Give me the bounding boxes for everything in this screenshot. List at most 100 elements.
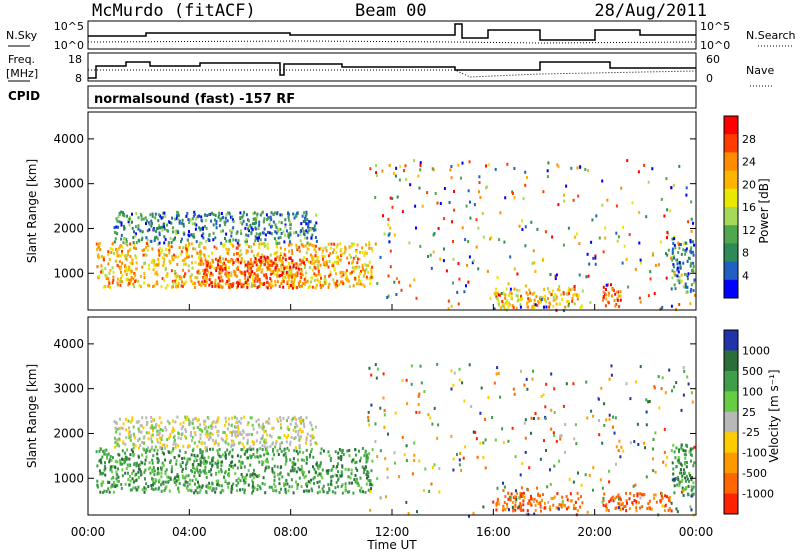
range-cell [580, 495, 582, 499]
range-cell [205, 260, 208, 264]
range-cell [463, 399, 466, 403]
range-cell [127, 478, 130, 482]
range-cell [518, 289, 521, 293]
range-cell [263, 441, 266, 445]
range-cell [252, 447, 255, 451]
range-cell [343, 251, 346, 255]
range-cell [203, 419, 206, 423]
range-cell [692, 464, 695, 468]
range-cell [389, 226, 392, 230]
range-cell [564, 423, 567, 426]
range-cell [144, 253, 147, 257]
range-cell [367, 488, 370, 492]
range-cell [171, 419, 174, 423]
range-cell [166, 438, 169, 441]
range-cell [214, 213, 217, 217]
colorbar-swatch [724, 370, 738, 392]
range-cell [249, 261, 252, 265]
range-cell [203, 456, 206, 460]
range-cell [676, 510, 679, 514]
range-cell [284, 452, 287, 455]
range-cell [106, 453, 109, 457]
range-cell [521, 492, 524, 496]
range-cell [138, 283, 141, 287]
range-cell [313, 467, 316, 471]
range-cell [664, 503, 667, 507]
range-cell [539, 300, 542, 304]
range-cell [214, 282, 217, 286]
range-cell [153, 426, 156, 430]
range-cell [246, 439, 249, 443]
range-cell [664, 494, 667, 498]
range-cell [108, 458, 111, 462]
range-cell [215, 419, 218, 423]
range-cell [283, 253, 286, 256]
range-cell [202, 276, 205, 280]
range-cell [194, 217, 197, 221]
range-cell [376, 282, 379, 285]
range-cell [224, 257, 227, 261]
range-cell [344, 467, 347, 471]
range-cell [602, 285, 605, 289]
range-cell [682, 393, 685, 397]
range-cell [664, 463, 667, 467]
range-cell [320, 447, 323, 451]
range-cell [281, 261, 284, 265]
range-cell [235, 417, 238, 421]
range-cell [359, 250, 362, 254]
range-cell [575, 232, 578, 236]
range-cell [258, 425, 261, 429]
range-cell [284, 247, 286, 251]
range-cell [684, 282, 687, 286]
range-cell [280, 221, 283, 225]
range-cell [231, 448, 234, 452]
range-cell [313, 247, 316, 251]
range-cell [253, 279, 256, 283]
range-cell [673, 254, 676, 258]
range-cell [537, 493, 540, 497]
range-cell [262, 427, 265, 431]
range-cell [162, 260, 165, 264]
range-cell [679, 468, 682, 471]
range-cell [215, 222, 218, 226]
range-cell [326, 491, 329, 494]
range-cell [286, 446, 289, 450]
range-cell [374, 242, 377, 246]
range-cell [233, 442, 236, 446]
range-cell [357, 282, 360, 286]
range-cell [534, 503, 537, 507]
range-cell [502, 291, 505, 295]
range-cell [265, 452, 268, 455]
range-cell [215, 246, 218, 250]
range-cell [516, 288, 519, 292]
range-cell [369, 282, 372, 285]
range-cell [145, 242, 148, 245]
range-cell [136, 461, 138, 465]
range-cell [243, 210, 246, 214]
range-cell [534, 412, 537, 415]
range-cell [198, 262, 201, 266]
range-cell [315, 442, 318, 446]
range-cell [220, 484, 223, 488]
range-cell [102, 491, 104, 494]
range-cell [302, 471, 305, 474]
range-cell [317, 266, 320, 270]
range-cell [218, 224, 221, 228]
range-cell [232, 261, 235, 265]
colorbar-frame [723, 329, 739, 515]
range-cell [190, 431, 192, 435]
range-cell [253, 222, 256, 226]
range-cell [683, 468, 685, 472]
range-cell [285, 229, 288, 233]
range-cell [631, 501, 634, 505]
range-cell [118, 437, 121, 441]
range-cell [134, 225, 137, 229]
range-cell [537, 300, 540, 303]
range-cell [680, 443, 683, 447]
range-cell [268, 485, 271, 489]
range-cell [687, 484, 690, 488]
range-cell [671, 478, 674, 482]
range-cell [340, 280, 342, 284]
range-cell [186, 415, 189, 419]
